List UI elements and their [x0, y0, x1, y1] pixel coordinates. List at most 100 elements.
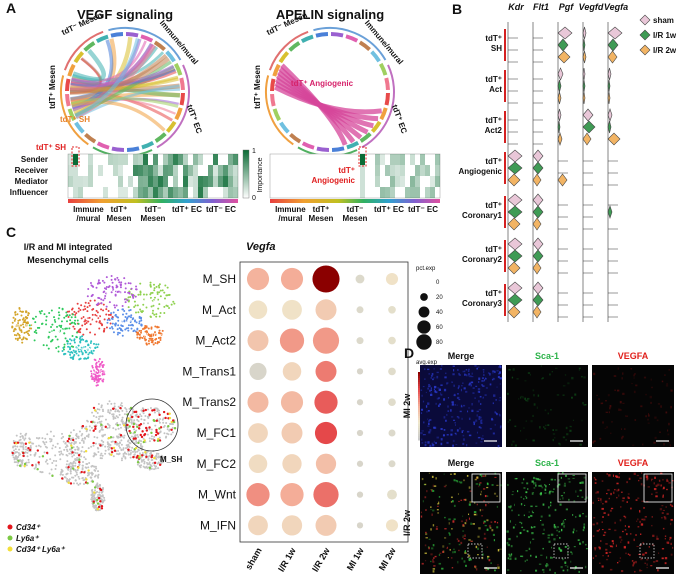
- umap-cell: [158, 410, 160, 412]
- speckle: [634, 473, 636, 475]
- speckle: [532, 527, 533, 528]
- heatmap-cell: [233, 176, 238, 187]
- speckle: [425, 544, 427, 546]
- speckle: [607, 489, 609, 490]
- umap-cell: [102, 280, 104, 282]
- speckle: [670, 444, 671, 446]
- speckle: [539, 426, 540, 428]
- speckle: [432, 561, 434, 563]
- umap-cell: [96, 382, 98, 384]
- speckle: [464, 538, 466, 539]
- umap-cell: [106, 276, 108, 278]
- speckle: [436, 526, 437, 527]
- umap-cell: [131, 435, 133, 437]
- chord-ring: [290, 134, 300, 141]
- heatmap-cell: [138, 154, 143, 165]
- gene-label: Kdr: [508, 2, 524, 12]
- umap-cell: [85, 467, 87, 469]
- speckle: [579, 515, 581, 517]
- marker-cell: [138, 427, 140, 429]
- speckle: [530, 541, 531, 543]
- umap-cell: [103, 364, 105, 366]
- umap-cell: [89, 352, 91, 354]
- speckle: [634, 391, 636, 393]
- umap-cell: [66, 478, 68, 480]
- umap-cell: [69, 314, 71, 316]
- speckle: [547, 564, 548, 566]
- speckle: [452, 567, 453, 568]
- umap-cell: [98, 361, 100, 363]
- umap-cell: [110, 323, 112, 325]
- speckle: [600, 540, 601, 542]
- umap-cell: [68, 327, 70, 329]
- umap-cell: [22, 437, 24, 439]
- speckle: [564, 492, 565, 494]
- speckle: [656, 485, 658, 487]
- umap-cell: [117, 279, 119, 281]
- speckle: [663, 443, 664, 445]
- speckle: [452, 445, 454, 447]
- speckle: [526, 399, 528, 401]
- speckle: [662, 557, 664, 559]
- umap-cell: [113, 311, 115, 313]
- marker-cell: [28, 441, 30, 443]
- speckle: [540, 485, 541, 487]
- speckle: [648, 413, 649, 414]
- speckle: [595, 549, 596, 551]
- speckle: [421, 412, 422, 413]
- sector-highlight: tdT⁺ SH: [60, 115, 90, 124]
- speckle: [469, 375, 471, 377]
- speckle: [595, 479, 597, 480]
- micrograph: [420, 472, 502, 574]
- colorbar-label: 1: [252, 148, 256, 155]
- speckle: [437, 506, 439, 507]
- marker-cell: [150, 432, 152, 434]
- speckle: [476, 546, 477, 548]
- umap-cell: [136, 451, 138, 453]
- heatmap-cell: [183, 165, 188, 176]
- umap-cell: [162, 422, 164, 424]
- heatmap-cell: [360, 176, 365, 187]
- speckle: [598, 399, 600, 400]
- speckle: [603, 512, 605, 514]
- violin: [533, 150, 543, 162]
- umap-cell: [142, 459, 144, 461]
- speckle: [559, 531, 560, 532]
- violin: [533, 282, 543, 294]
- column-label: tdT⁻ EC: [408, 205, 438, 214]
- marker-cell: [126, 424, 128, 426]
- umap-cell: [76, 353, 78, 355]
- umap-cell: [123, 447, 125, 449]
- speckle: [652, 516, 653, 517]
- speckle: [628, 554, 629, 555]
- speckle: [620, 541, 621, 543]
- umap-cell: [84, 438, 86, 440]
- umap-cell: [92, 465, 94, 467]
- marker-cell: [168, 413, 170, 415]
- heatmap-cell: [118, 176, 123, 187]
- legend-label: sham: [653, 16, 674, 25]
- gene-label: Flt1: [533, 2, 549, 12]
- heatmap-cell: [223, 176, 228, 187]
- speckle: [669, 369, 670, 371]
- marker-cell: [82, 425, 84, 427]
- cluster-label: tdT⁺: [485, 289, 502, 298]
- speckle: [511, 553, 512, 555]
- speckle: [627, 501, 628, 503]
- violin: [558, 51, 570, 63]
- speckle: [601, 508, 603, 510]
- speckle: [491, 529, 493, 531]
- speckle: [461, 405, 462, 407]
- umap-cell: [27, 314, 29, 316]
- umap-cell: [109, 412, 111, 414]
- speckle: [426, 490, 427, 492]
- speckle: [482, 553, 483, 555]
- umap-cell: [102, 415, 104, 417]
- umap-cell: [153, 436, 155, 438]
- marker-cell: [22, 455, 24, 457]
- speckle: [431, 514, 432, 516]
- speckle: [454, 551, 456, 553]
- speckle: [657, 569, 659, 571]
- speckle: [553, 433, 555, 435]
- speckle: [421, 430, 423, 431]
